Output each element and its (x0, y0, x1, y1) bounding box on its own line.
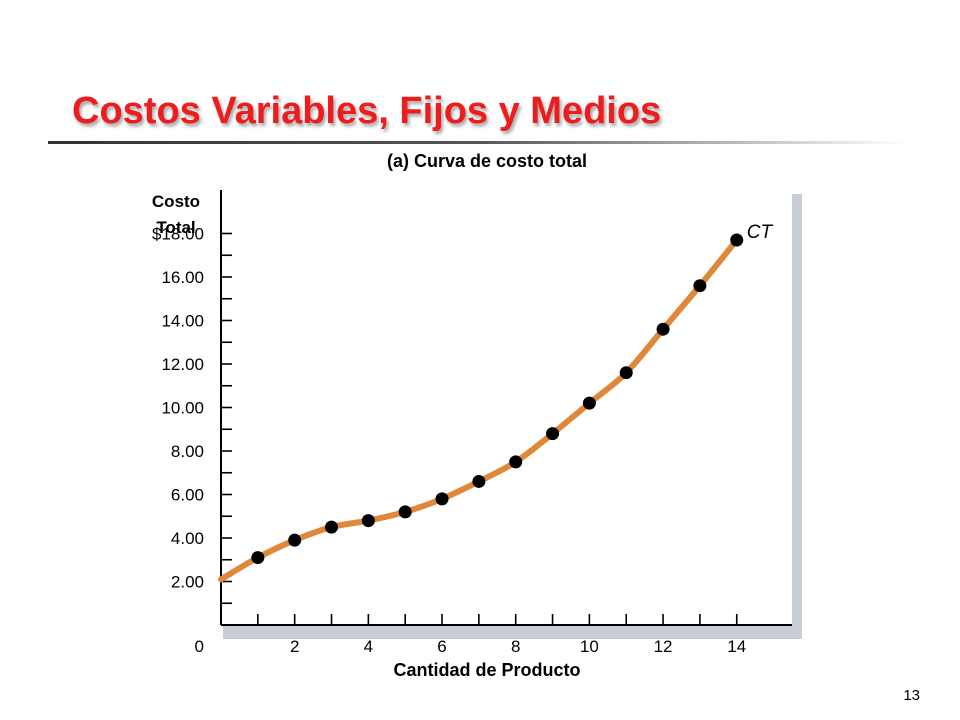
plot-area (221, 190, 792, 625)
data-point (472, 474, 486, 488)
y-tick-label: 12.00 (161, 355, 204, 374)
y-tick-label: $18.00 (152, 225, 204, 244)
data-point (582, 396, 596, 410)
y-tick-label: 4.00 (171, 529, 204, 548)
y-axis-label-line-1: Costo (152, 192, 200, 211)
data-point (325, 520, 339, 534)
axis-ticks (221, 232, 738, 625)
data-point (288, 533, 302, 547)
x-tick-label: 2 (290, 637, 299, 656)
data-point (509, 455, 523, 469)
page-number: 13 (903, 687, 920, 704)
chart-title: (a) Curva de costo total (387, 151, 587, 171)
origin-label: 0 (195, 637, 204, 656)
data-point (619, 366, 633, 380)
data-point (251, 551, 265, 565)
x-tick-label: 4 (364, 637, 373, 656)
axis-tick-labels: 2.00 4.00 6.00 8.00 10.00 12.00 14.00 16.00 $18.… (152, 225, 746, 657)
y-tick-label: 8.00 (171, 442, 204, 461)
x-tick-label: 6 (437, 637, 446, 656)
title-divider (48, 141, 908, 144)
x-tick-label: 14 (727, 637, 746, 656)
x-axis-label: Cantidad de Producto (393, 660, 580, 680)
data-point (656, 322, 670, 336)
x-tick-label: 8 (511, 637, 520, 656)
series-label-ct: CT (747, 222, 774, 243)
y-tick-label: 6.00 (171, 486, 204, 505)
y-axis-label-line-2: Total (156, 218, 195, 237)
y-tick-label: 16.00 (161, 268, 204, 287)
series-layer: CT (218, 222, 774, 583)
data-point (361, 514, 375, 528)
y-tick-label: 14.00 (161, 312, 204, 331)
data-point (435, 492, 449, 506)
data-point (546, 427, 560, 441)
data-point (693, 279, 707, 293)
x-tick-label: 10 (580, 637, 599, 656)
plot-shadow (221, 190, 802, 639)
y-tick-label: 10.00 (161, 399, 204, 418)
x-tick-label: 12 (654, 637, 673, 656)
data-point (730, 233, 744, 247)
slide-title: Costos Variables, Fijos y Medios (72, 90, 662, 132)
y-tick-label: 2.00 (171, 573, 204, 592)
data-point (398, 505, 412, 519)
